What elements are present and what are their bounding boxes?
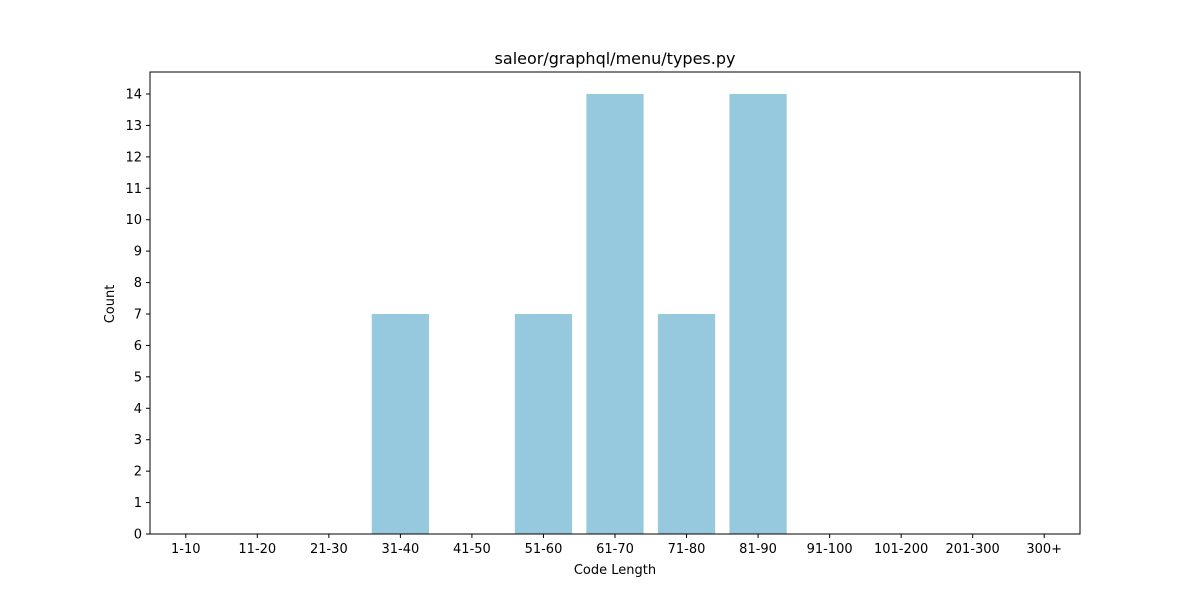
x-tick-label: 71-80 — [668, 542, 706, 557]
x-tick-label: 11-20 — [238, 542, 276, 557]
y-tick-label: 11 — [125, 182, 142, 197]
y-tick-label: 14 — [125, 88, 142, 103]
y-tick-label: 8 — [134, 276, 142, 291]
y-tick-label: 13 — [125, 119, 142, 134]
y-tick-label: 7 — [134, 308, 142, 323]
x-tick-label: 51-60 — [525, 542, 563, 557]
bar-51-60 — [514, 314, 573, 534]
y-tick-label: 5 — [134, 370, 142, 385]
y-tick-label: 1 — [134, 496, 142, 511]
x-tick-label: 300+ — [1026, 542, 1062, 557]
x-tick-label: 21-30 — [310, 542, 348, 557]
y-tick-label: 6 — [134, 339, 142, 354]
y-tick-label: 10 — [125, 213, 142, 228]
bar-31-40 — [371, 314, 429, 534]
y-tick-label: 12 — [125, 150, 142, 165]
x-tick-label: 91-100 — [807, 542, 853, 557]
x-axis-label: Code Length — [574, 563, 656, 578]
x-tick-label: 201-300 — [946, 542, 1000, 557]
x-tick-label: 61-70 — [596, 542, 634, 557]
x-tick-label: 81-90 — [739, 542, 777, 557]
y-tick-label: 9 — [134, 245, 142, 260]
bar-81-90 — [729, 94, 787, 534]
y-tick-label: 2 — [134, 465, 142, 480]
x-tick-label: 101-200 — [874, 542, 928, 557]
bar-71-80 — [657, 314, 716, 534]
chart-title: saleor/graphql/menu/types.py — [495, 49, 736, 68]
x-axis: 1-10 11-20 21-30 31-40 41-50 51-60 61-70 71-80 8… — [171, 534, 1062, 557]
x-tick-label: 41-50 — [453, 542, 491, 557]
bars-group — [371, 94, 787, 534]
y-tick-label: 3 — [134, 433, 142, 448]
plot-frame — [149, 71, 1081, 535]
x-tick-label: 31-40 — [381, 542, 419, 557]
x-tick-label: 1-10 — [171, 542, 201, 557]
y-axis-label: Count — [103, 285, 118, 324]
bar-61-70 — [586, 94, 644, 534]
y-tick-label: 4 — [134, 402, 142, 417]
y-tick-label: 0 — [134, 528, 142, 543]
